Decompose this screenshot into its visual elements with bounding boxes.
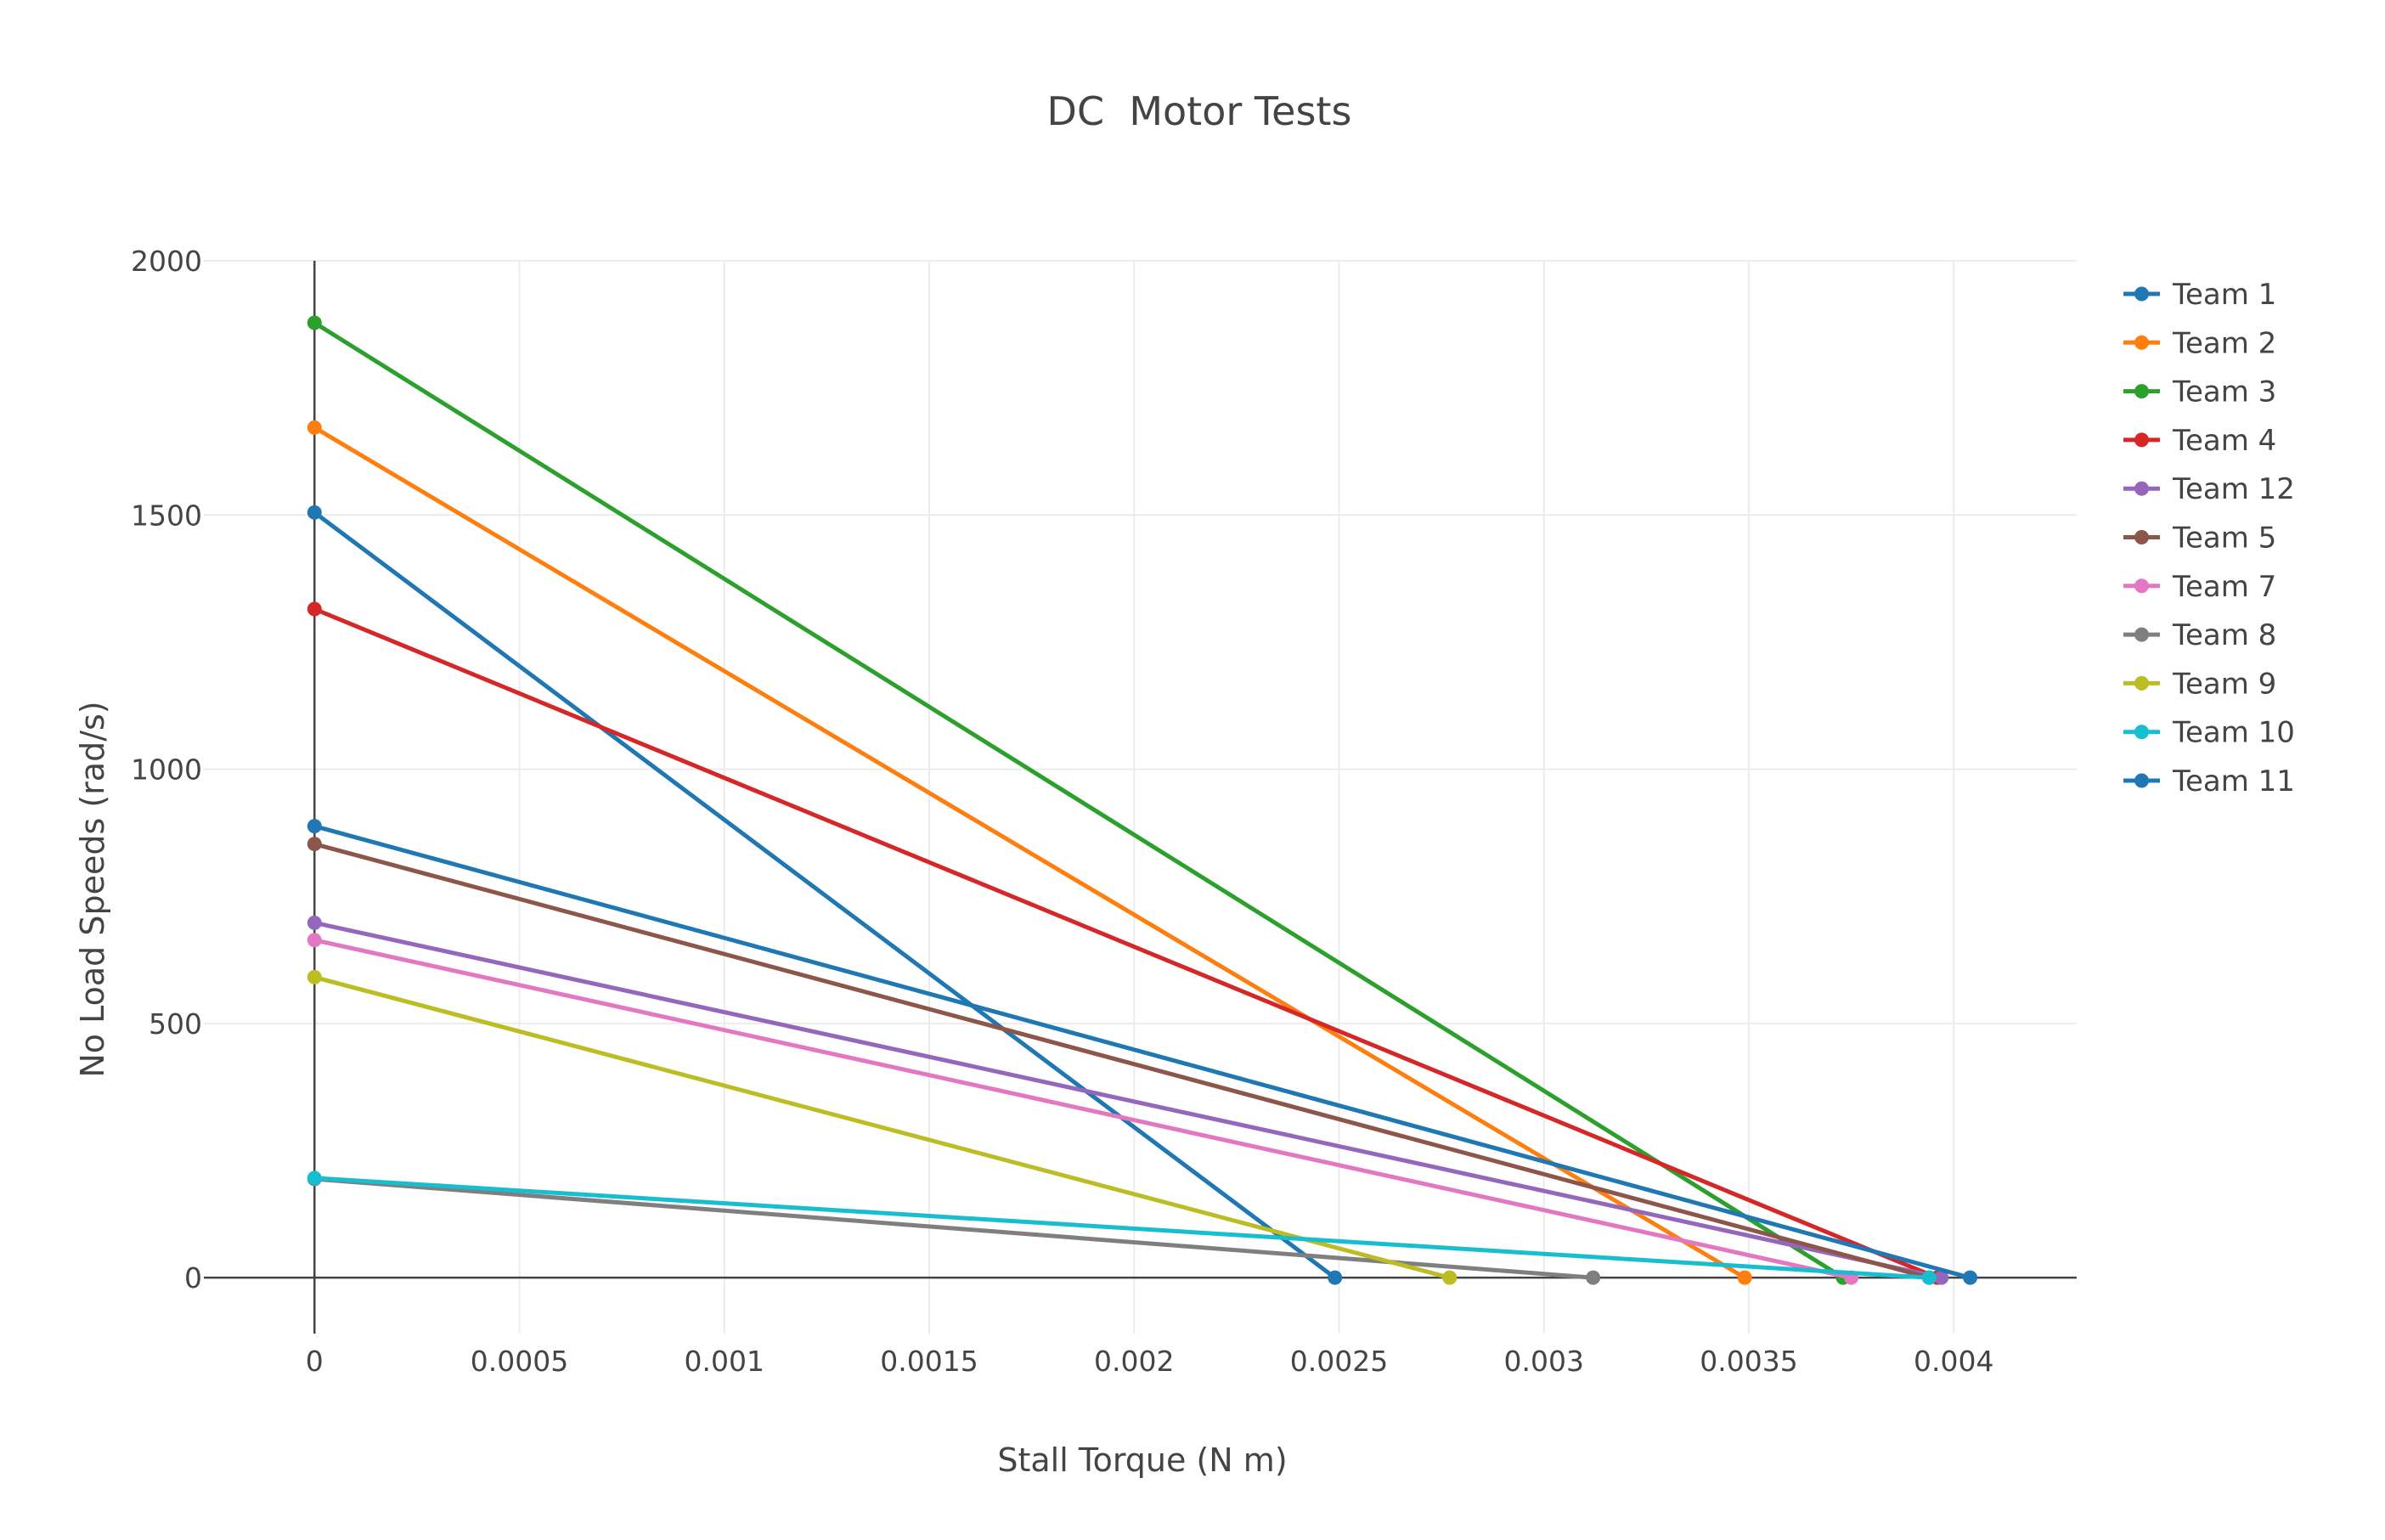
x-tick-label: 0.001 [685,1345,764,1378]
legend-item[interactable]: Team 11 [2123,764,2295,798]
series-line[interactable] [312,920,1944,1280]
legend-label: Team 11 [2172,764,2295,798]
legend-label: Team 12 [2172,472,2295,506]
data-point[interactable] [1963,1270,1978,1285]
legend-item[interactable]: Team 8 [2123,618,2276,652]
legend-swatch-marker [2134,627,2149,642]
series-team-2[interactable] [307,420,1752,1285]
x-tick-label: 0 [306,1345,324,1378]
legend-item[interactable]: Team 9 [2123,667,2276,701]
legend-swatch-marker [2134,432,2149,448]
series-team-11[interactable] [307,819,1978,1285]
legend-item[interactable]: Team 3 [2123,375,2276,409]
series-line[interactable] [312,425,1747,1280]
data-point[interactable] [1737,1270,1752,1285]
legend-swatch-marker [2134,530,2149,544]
data-point[interactable] [307,837,322,852]
legend-item[interactable]: Team 12 [2123,472,2295,506]
data-point[interactable] [307,819,322,834]
x-axis-label: Stall Torque (N m) [997,1441,1287,1479]
legend-label: Team 8 [2172,618,2276,652]
y-tick-label: 2000 [131,245,202,278]
x-tick-label: 0.0025 [1290,1345,1388,1378]
legend-swatch-marker [2134,384,2149,399]
series-line[interactable] [312,606,1940,1280]
y-tick-labels: 0 500 1000 1500 2000 [131,245,202,1295]
series-team-10[interactable] [307,1171,1937,1285]
data-point[interactable] [1442,1270,1458,1285]
legend-label: Team 2 [2172,326,2276,360]
series-line[interactable] [312,824,1973,1280]
data-point[interactable] [307,505,322,520]
legend-label: Team 1 [2172,278,2276,312]
series-line[interactable] [312,510,1338,1280]
series-team-9[interactable] [307,969,1458,1285]
x-tick-label: 0.0015 [880,1345,978,1378]
y-tick-label: 1500 [131,499,202,532]
series-team-4[interactable] [307,601,1945,1285]
y-tick-label: 500 [149,1007,202,1041]
x-tick-label: 0.003 [1504,1345,1584,1378]
x-tick-label: 0.0035 [1700,1345,1797,1378]
legend-item[interactable]: Team 5 [2123,522,2276,556]
x-tick-label: 0.002 [1094,1345,1174,1378]
series-team-12[interactable] [307,915,1949,1285]
series-line[interactable] [312,320,1846,1280]
data-point[interactable] [307,915,322,930]
legend-item[interactable]: Team 10 [2123,716,2295,750]
grid [204,260,2077,1334]
legend[interactable]: Team 1 Team 2 Team 3 Team 4 Team 12 Team 5 Tea… [2123,278,2295,798]
y-axis-label: No Load Speeds (rad/s) [74,701,111,1077]
legend-swatch-marker [2134,335,2149,350]
y-tick-label: 0 [184,1261,202,1295]
x-tick-labels: 0 0.0005 0.001 0.0015 0.002 0.0025 0.003 0.0035… [306,1345,1994,1378]
x-tick-label: 0.0005 [471,1345,568,1378]
series-line[interactable] [312,974,1452,1280]
legend-swatch-marker [2134,481,2149,496]
data-point[interactable] [1328,1270,1343,1285]
data-point[interactable] [1934,1270,1949,1285]
data-point[interactable] [1921,1270,1937,1285]
legend-label: Team 5 [2172,522,2276,556]
data-point[interactable] [307,1171,322,1186]
series-line[interactable] [312,1176,1931,1280]
legend-swatch-marker [2134,578,2149,594]
legend-label: Team 10 [2172,716,2295,750]
legend-swatch-marker [2134,286,2149,302]
legend-label: Team 3 [2172,375,2276,409]
data-point[interactable] [1586,1270,1601,1285]
x-tick-label: 0.004 [1914,1345,1993,1378]
series-team-3[interactable] [307,315,1851,1285]
series-team-1[interactable] [307,505,1343,1285]
legend-label: Team 4 [2172,424,2276,458]
series-line[interactable] [312,842,1931,1280]
data-point[interactable] [307,420,322,435]
legend-swatch-marker [2134,773,2149,788]
legend-swatch-marker [2134,675,2149,691]
legend-item[interactable]: Team 7 [2123,570,2276,604]
data-point[interactable] [307,315,322,330]
legend-item[interactable]: Team 1 [2123,278,2276,312]
data-point[interactable] [307,601,322,617]
legend-item[interactable]: Team 4 [2123,424,2276,458]
chart-title: DC Motor Tests [1047,88,1352,134]
legend-label: Team 9 [2172,667,2276,701]
axes [204,261,2077,1334]
series-team-5[interactable] [307,837,1937,1285]
series-team-7[interactable] [307,933,1859,1285]
legend-label: Team 7 [2172,570,2276,604]
series-line[interactable] [312,938,1854,1280]
legend-swatch-marker [2134,725,2149,740]
series-lines [307,315,1978,1285]
legend-item[interactable]: Team 2 [2123,326,2276,360]
y-tick-label: 1000 [131,753,202,787]
data-point[interactable] [307,933,322,948]
data-point[interactable] [307,969,322,984]
